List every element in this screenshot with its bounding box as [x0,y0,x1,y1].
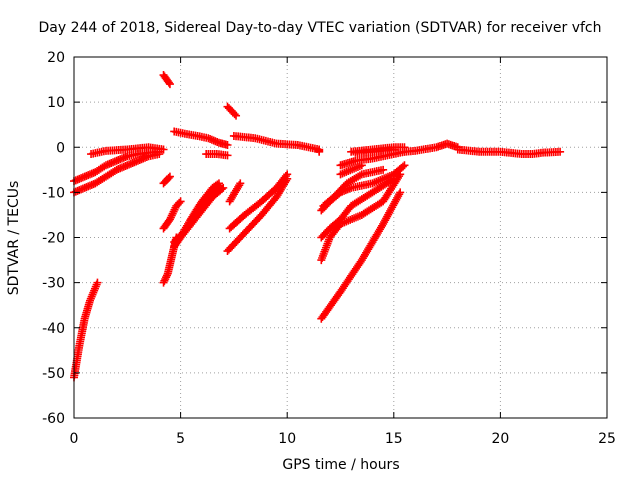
series-arc-06 [159,197,185,233]
data-point [398,162,407,171]
y-tick-label: -10 [42,185,65,201]
series-arc-29 [453,145,565,159]
data-point [159,278,168,287]
series-arc-27 [351,145,398,157]
series-arc-28 [400,139,462,156]
series-arc-11 [187,181,223,224]
y-tick-label: 0 [56,140,65,156]
y-tick-label: -30 [42,276,65,292]
x-axis-label: GPS time / hours [282,457,400,473]
data-point [162,271,171,280]
data-point [161,275,170,284]
data-point [160,276,169,285]
data-point [355,171,364,180]
series-arc-25 [336,147,409,170]
y-tick-label: -40 [42,321,65,337]
series-arc-19 [317,188,405,323]
data-point [396,188,405,197]
data-point [162,273,171,282]
data-point [281,172,290,181]
series-arc-08 [159,71,174,89]
series-arc-01 [70,278,102,382]
y-tick-label: -60 [42,411,65,427]
series-arc-12 [170,127,232,149]
chart-title: Day 244 of 2018, Sidereal Day-to-day VTE… [38,20,602,36]
y-tick-label: -50 [42,366,65,382]
data-point [556,147,565,156]
plot-frame [73,56,608,419]
data-point [235,181,244,190]
data-point [223,151,232,160]
data-point [164,78,173,87]
data-point [395,190,404,199]
data-point [315,147,324,156]
data-point [213,182,222,191]
series-group [70,71,565,382]
data-point [214,181,223,190]
x-tick-label: 15 [385,431,403,447]
data-point [165,172,174,181]
series-arc-14 [223,174,292,256]
axis-ticks: 0 5 10 15 20 25 -60 -50 -40 -30 -20 -10 0 10 20 [42,50,616,447]
series-arc-20 [317,170,405,265]
x-tick-label: 10 [278,431,296,447]
data-point [165,80,174,89]
data-point [230,110,239,119]
data-point [400,161,409,170]
data-point [159,145,168,154]
series-arc-15 [225,170,292,233]
data-point [379,165,388,174]
y-tick-label: -20 [42,231,65,247]
data-point [176,197,185,206]
y-tick-label: 20 [47,50,65,66]
x-tick-label: 20 [491,431,509,447]
series-arc-13 [202,150,232,160]
x-tick-label: 5 [176,431,185,447]
x-tick-label: 25 [598,431,616,447]
series-arc-07 [159,172,174,188]
data-point [164,173,173,182]
data-point [283,170,292,179]
data-point [175,198,184,207]
grid-lines [74,57,607,418]
series-arc-16 [225,179,245,206]
data-point [223,140,232,149]
data-point [389,145,398,154]
series-arc-18 [229,131,324,156]
x-tick-label: 0 [70,431,79,447]
data-point [232,111,241,120]
series-arc-04 [87,143,168,159]
series-arc-23 [319,165,388,210]
data-point [236,179,245,188]
data-point [93,278,102,287]
series-arc-03 [70,147,164,186]
series-arc-17 [223,102,241,120]
data-point [219,183,228,192]
y-tick-label: 10 [47,95,65,111]
